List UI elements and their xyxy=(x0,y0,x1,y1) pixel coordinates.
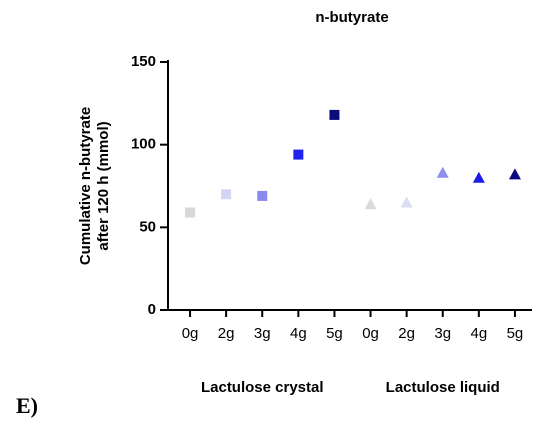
panel-label: E) xyxy=(16,393,38,418)
triangle-point xyxy=(472,171,485,183)
x-tick-label: 5g xyxy=(507,325,524,342)
square-point xyxy=(257,190,268,201)
x-tick-label: 5g xyxy=(326,325,343,342)
x-tick-label: 3g xyxy=(254,325,271,342)
group-label: Lactulose liquid xyxy=(386,379,500,396)
square-point xyxy=(329,109,340,120)
square-point xyxy=(221,189,232,200)
triangle-point xyxy=(508,168,521,180)
x-tick-label: 3g xyxy=(434,325,451,342)
y-tick-label: 150 xyxy=(131,53,156,70)
y-axis-label: after 120 h (mmol) xyxy=(95,121,112,250)
square-point xyxy=(293,149,304,160)
x-tick-label: 4g xyxy=(471,325,488,342)
chart-title: n-butyrate xyxy=(315,9,388,26)
x-tick-label: 2g xyxy=(218,325,235,342)
y-tick-label: 50 xyxy=(139,218,156,235)
y-axis-label: Cumulative n-butyrate xyxy=(77,107,94,265)
triangle-point xyxy=(400,196,413,208)
triangle-point xyxy=(364,198,377,210)
square-point xyxy=(185,207,196,218)
y-tick-label: 0 xyxy=(148,301,156,318)
x-tick-label: 2g xyxy=(398,325,415,342)
y-tick-label: 100 xyxy=(131,136,156,153)
x-tick-label: 0g xyxy=(182,325,199,342)
triangle-point xyxy=(436,166,449,178)
x-tick-label: 0g xyxy=(362,325,379,342)
x-tick-label: 4g xyxy=(290,325,307,342)
group-label: Lactulose crystal xyxy=(201,379,324,396)
